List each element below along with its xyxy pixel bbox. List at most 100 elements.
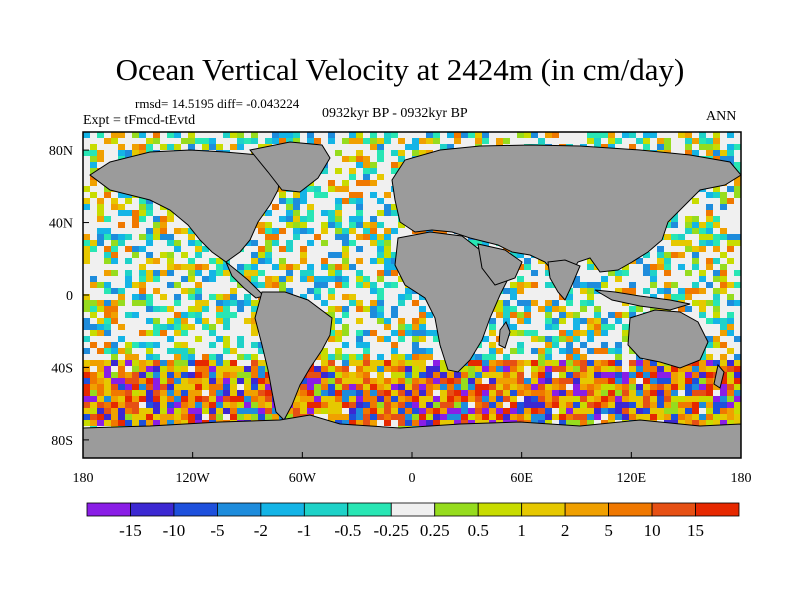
field-cell (727, 252, 734, 258)
field-cell (608, 342, 615, 348)
field-cell (377, 270, 384, 276)
field-cell (517, 282, 524, 288)
field-cell (279, 132, 286, 138)
field-cell (139, 138, 146, 144)
field-cell (104, 324, 111, 330)
field-cell (601, 294, 608, 300)
field-cell (510, 294, 517, 300)
field-cell (97, 342, 104, 348)
field-cell (727, 366, 734, 372)
field-cell (531, 258, 538, 264)
field-cell (692, 396, 699, 402)
field-cell (244, 360, 251, 366)
field-cell (307, 246, 314, 252)
field-cell (202, 270, 209, 276)
field-cell (258, 246, 265, 252)
field-cell (699, 210, 706, 216)
field-cell (629, 306, 636, 312)
field-cell (678, 234, 685, 240)
field-cell (727, 210, 734, 216)
field-cell (531, 342, 538, 348)
field-cell (195, 324, 202, 330)
field-cell (496, 408, 503, 414)
field-cell (349, 186, 356, 192)
field-cell (594, 354, 601, 360)
field-cell (244, 336, 251, 342)
field-cell (279, 270, 286, 276)
field-cell (545, 288, 552, 294)
field-cell (153, 324, 160, 330)
field-cell (440, 144, 447, 150)
field-cell (573, 384, 580, 390)
field-cell (524, 294, 531, 300)
field-cell (90, 222, 97, 228)
field-cell (209, 342, 216, 348)
field-cell (573, 360, 580, 366)
field-cell (216, 384, 223, 390)
field-cell (671, 270, 678, 276)
field-cell (713, 390, 720, 396)
field-cell (384, 222, 391, 228)
field-cell (699, 198, 706, 204)
field-cell (349, 180, 356, 186)
field-cell (454, 390, 461, 396)
field-cell (160, 234, 167, 240)
field-cell (328, 228, 335, 234)
field-cell (195, 318, 202, 324)
field-cell (699, 414, 706, 420)
field-cell (321, 372, 328, 378)
field-cell (699, 150, 706, 156)
field-cell (650, 258, 657, 264)
field-cell (377, 252, 384, 258)
field-cell (293, 210, 300, 216)
field-cell (139, 270, 146, 276)
field-cell (153, 402, 160, 408)
field-cell (363, 336, 370, 342)
field-cell (167, 348, 174, 354)
field-cell (188, 414, 195, 420)
field-cell (286, 234, 293, 240)
field-cell (601, 354, 608, 360)
field-cell (391, 336, 398, 342)
field-cell (587, 294, 594, 300)
field-cell (678, 294, 685, 300)
field-cell (377, 234, 384, 240)
field-cell (125, 318, 132, 324)
field-cell (258, 228, 265, 234)
field-cell (706, 234, 713, 240)
field-cell (587, 336, 594, 342)
field-cell (153, 318, 160, 324)
field-cell (461, 396, 468, 402)
field-cell (251, 402, 258, 408)
field-cell (251, 264, 258, 270)
field-cell (146, 420, 153, 426)
field-cell (559, 360, 566, 366)
field-cell (216, 324, 223, 330)
field-cell (223, 348, 230, 354)
field-cell (531, 264, 538, 270)
field-cell (391, 324, 398, 330)
field-cell (454, 408, 461, 414)
field-cell (664, 246, 671, 252)
field-cell (461, 402, 468, 408)
field-cell (118, 360, 125, 366)
field-cell (356, 210, 363, 216)
field-cell (657, 270, 664, 276)
field-cell (90, 408, 97, 414)
field-cell (195, 132, 202, 138)
field-cell (118, 144, 125, 150)
field-cell (230, 312, 237, 318)
field-cell (132, 246, 139, 252)
field-cell (608, 132, 615, 138)
field-cell (706, 420, 713, 426)
field-cell (692, 252, 699, 258)
field-cell (713, 348, 720, 354)
field-cell (405, 396, 412, 402)
field-cell (629, 282, 636, 288)
field-cell (188, 384, 195, 390)
field-cell (90, 210, 97, 216)
field-cell (377, 330, 384, 336)
field-cell (97, 192, 104, 198)
field-cell (727, 420, 734, 426)
field-cell (706, 342, 713, 348)
